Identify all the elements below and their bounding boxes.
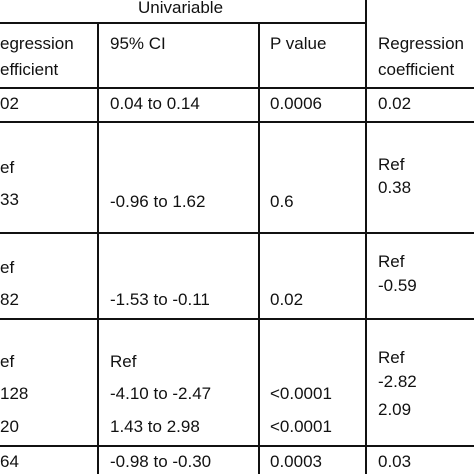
cell-text: 2.09	[378, 400, 412, 419]
rule	[258, 22, 260, 474]
column-header: 95% CI	[110, 34, 166, 53]
rule	[0, 22, 366, 24]
cell-text: -0.59	[378, 276, 417, 295]
cell-text: 0.04 to 0.14	[110, 94, 200, 113]
rule	[0, 232, 474, 234]
cell-text: 0.38	[378, 178, 412, 197]
cell-text: ef	[0, 158, 15, 177]
cell-text: 02	[0, 94, 19, 113]
cell-text: 64	[0, 452, 19, 471]
rule	[0, 87, 474, 89]
column-header: efficient	[0, 60, 59, 79]
rule	[365, 0, 367, 474]
column-header: egression	[0, 34, 74, 53]
cell-text: 0.0006	[270, 94, 322, 113]
rule	[0, 318, 474, 320]
cell-text: 0.02	[270, 290, 304, 309]
cell-text: -4.10 to -2.47	[110, 384, 212, 403]
cell-text: ef	[0, 258, 15, 277]
cell-text: 82	[0, 290, 19, 309]
cell-text: 0.02	[378, 94, 412, 113]
cell-text: 0.03	[378, 452, 412, 471]
cell-text: 1.43 to 2.98	[110, 417, 200, 436]
cell-text: Ref	[110, 352, 137, 371]
cell-text: <0.0001	[270, 417, 332, 436]
cell-text: 0.0003	[270, 452, 322, 471]
cell-text: <0.0001	[270, 384, 332, 403]
rule	[97, 22, 99, 474]
column-header: Regression	[378, 34, 464, 53]
cell-text: -1.53 to -0.11	[110, 290, 210, 309]
column-header: P value	[270, 34, 327, 53]
cell-text: 128	[0, 384, 29, 403]
cell-text: Ref	[378, 155, 405, 174]
cell-text: 20	[0, 417, 19, 436]
cell-text: 0.6	[270, 192, 294, 211]
cell-text: -2.82	[378, 372, 417, 391]
cell-text: ef	[0, 352, 15, 371]
rule	[0, 445, 474, 447]
cell-text: 33	[0, 190, 19, 209]
column-header: coefficient	[378, 60, 455, 79]
cell-text: Ref	[378, 252, 405, 271]
cell-text: -0.98 to -0.30	[110, 452, 212, 471]
cell-text: -0.96 to 1.62	[110, 192, 206, 211]
rule	[0, 121, 474, 123]
cell-text: Ref	[378, 348, 405, 367]
group-header: Univariable	[138, 0, 224, 17]
